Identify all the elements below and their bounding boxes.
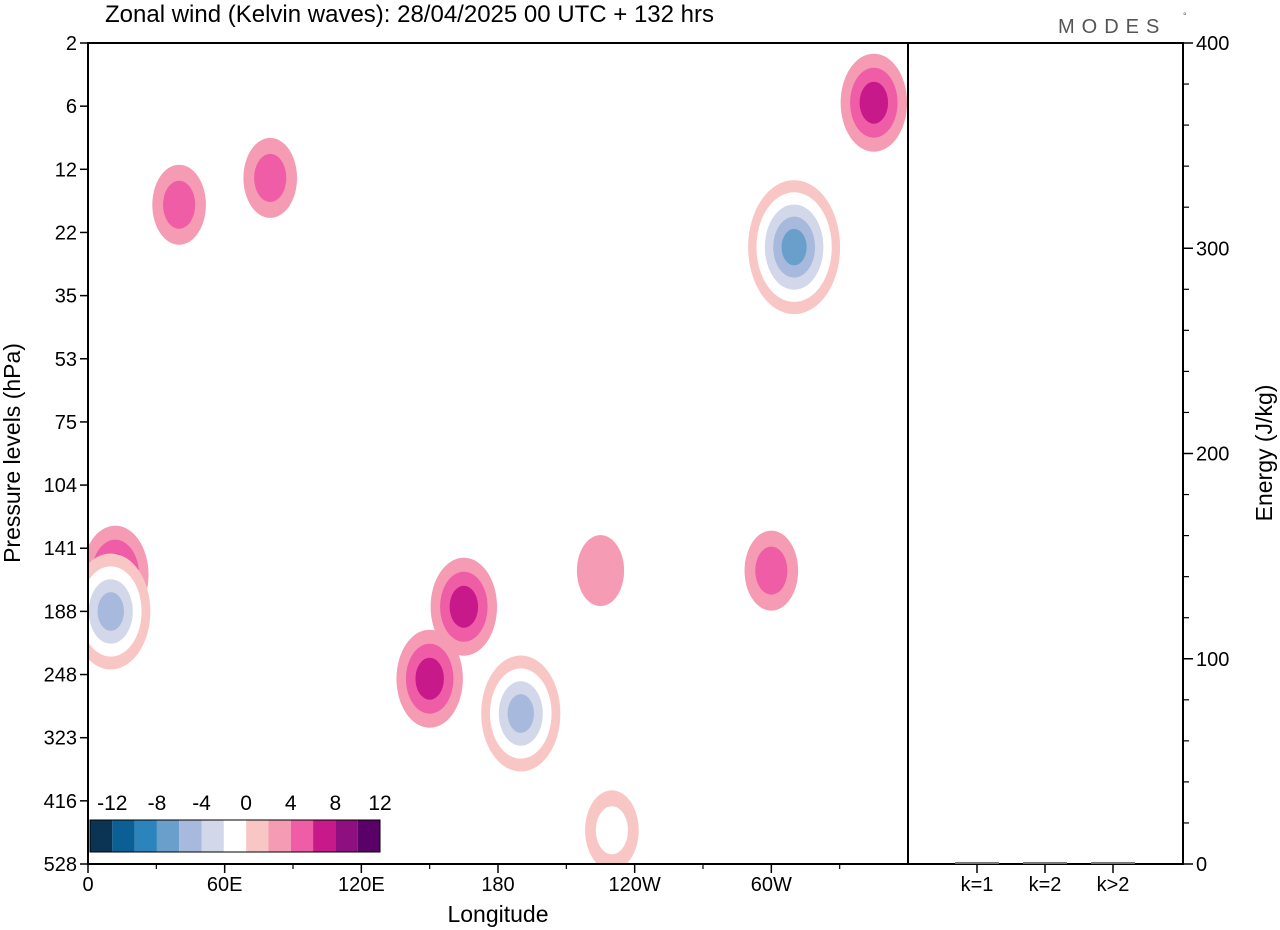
energy-panel: 0 100 200 300 400 k=1 k=2 k>2 <box>955 33 1229 896</box>
main-axis-ticks: 0 60E 120E 180 120W 60W 2 6 12 22 35 53 75 104 141 188 2… <box>44 33 841 896</box>
colorbar-label: 0 <box>240 792 252 815</box>
energy-tick-label: 0 <box>1196 854 1207 876</box>
energy-bar <box>955 861 999 864</box>
colorbar-swatch <box>223 820 247 852</box>
chart-title: Zonal wind (Kelvin waves): 28/04/2025 00… <box>105 1 714 28</box>
x-tick-label: 0 <box>82 874 93 896</box>
wind-field-contours <box>88 53 908 864</box>
energy-panel-frame <box>907 42 1184 865</box>
positive-anomaly <box>415 657 444 700</box>
positive-anomaly <box>254 153 287 202</box>
colorbar-label: -4 <box>192 792 211 815</box>
x-tick-label: 120W <box>609 874 661 896</box>
y-axis-label: Pressure levels (hPa) <box>0 343 25 563</box>
colorbar-swatch <box>201 820 224 852</box>
negative-anomaly <box>781 228 807 266</box>
colorbar-swatch <box>134 820 157 852</box>
colorbar-swatch <box>268 820 291 852</box>
colorbar-label: -12 <box>97 792 127 815</box>
energy-tick-label: 100 <box>1196 649 1229 671</box>
positive-anomaly <box>586 549 615 592</box>
negative-anomaly <box>97 592 124 631</box>
x-tick-label: 180 <box>481 874 514 896</box>
negative-anomaly <box>507 694 534 733</box>
y-tick-label: 416 <box>44 791 77 813</box>
energy-tick-label: 300 <box>1196 238 1229 260</box>
y-tick-label: 53 <box>55 349 77 371</box>
y-tick-label: 248 <box>44 665 77 687</box>
energy-bar <box>1091 861 1135 864</box>
energy-axis-label: Energy (J/kg) <box>1251 385 1277 522</box>
y-tick-label: 35 <box>55 286 77 308</box>
colorbar-swatch <box>156 820 180 852</box>
positive-anomaly <box>163 180 196 229</box>
energy-category-label: k=1 <box>961 874 994 896</box>
x-tick-label: 60E <box>207 874 243 896</box>
colorbar-swatch <box>179 820 202 852</box>
colorbar-swatch <box>313 820 336 852</box>
colorbar-swatch <box>112 820 135 852</box>
energy-category-label: k>2 <box>1097 874 1130 896</box>
colorbar-swatch <box>246 820 269 852</box>
colorbar-swatch <box>335 820 358 852</box>
positive-anomaly <box>859 81 889 124</box>
colorbar-label: 12 <box>368 792 391 815</box>
y-tick-label: 188 <box>44 601 77 623</box>
colorbar-frame <box>89 819 381 853</box>
positive-anomaly <box>755 546 788 595</box>
y-tick-label: 12 <box>55 159 77 181</box>
x-tick-label: 60W <box>751 874 792 896</box>
y-tick-label: 141 <box>44 538 77 560</box>
x-tick-label: 120E <box>338 874 385 896</box>
colorbar-label: 8 <box>330 792 342 815</box>
colorbar-swatch <box>290 820 314 852</box>
registered-mark: ° <box>1183 11 1187 21</box>
energy-bar <box>1023 861 1067 864</box>
modes-logo: MODES <box>1058 16 1166 38</box>
x-axis-label: Longitude <box>447 901 548 927</box>
energy-tick-label: 200 <box>1196 444 1229 466</box>
y-tick-label: 75 <box>55 412 77 434</box>
energy-category-label: k=2 <box>1029 874 1062 896</box>
colorbar-label: 4 <box>285 792 297 815</box>
colorbar-swatch <box>90 820 113 852</box>
positive-anomaly <box>449 585 479 628</box>
y-tick-label: 2 <box>66 33 77 55</box>
y-tick-label: 104 <box>44 475 77 497</box>
wind-field <box>88 53 908 864</box>
y-tick-label: 528 <box>44 854 77 876</box>
y-tick-label: 6 <box>66 96 77 118</box>
energy-tick-label: 400 <box>1196 33 1229 55</box>
y-tick-label: 22 <box>55 222 77 244</box>
y-tick-label: 323 <box>44 728 77 750</box>
colorbar: -12 -8 -4 0 4 8 12 <box>89 792 392 853</box>
negative-anomaly <box>595 806 628 855</box>
colorbar-label: -8 <box>148 792 167 815</box>
colorbar-swatch <box>357 820 380 852</box>
